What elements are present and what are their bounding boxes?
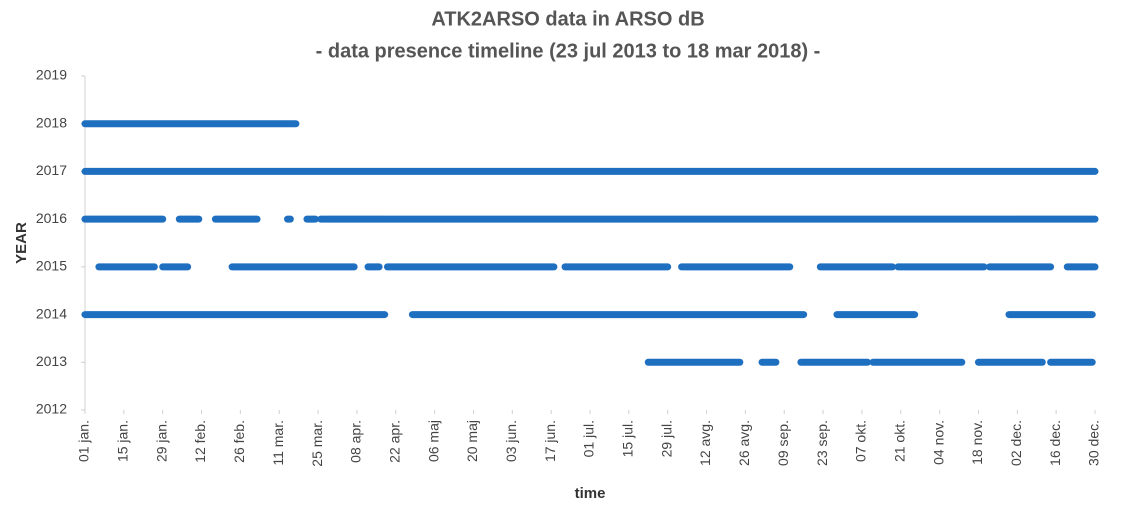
x-tick-label: 12 feb. — [192, 420, 208, 463]
y-axis-title: YEAR — [13, 222, 30, 264]
x-tick-label: 09 sep. — [775, 420, 791, 466]
x-tick-label: 29 jan. — [153, 420, 169, 462]
x-tick-label: 29 jul. — [658, 420, 674, 457]
x-tick-label: 30 dec. — [1086, 420, 1102, 466]
x-tick-label: 07 okt. — [853, 420, 869, 462]
y-tick-label: 2017 — [36, 162, 67, 178]
x-tick-label: 26 feb. — [231, 420, 247, 463]
x-tick-label: 04 nov. — [930, 420, 946, 465]
x-tick-label: 03 jun. — [503, 420, 519, 462]
x-tick-label: 15 jan. — [115, 420, 131, 462]
x-tick-label: 20 maj — [464, 420, 480, 462]
x-axis-title: time — [575, 485, 606, 502]
x-tick-label: 01 jan. — [76, 420, 92, 462]
y-tick-label: 2014 — [36, 305, 67, 321]
x-tick-label: 26 avg. — [736, 420, 752, 466]
y-tick-label: 2013 — [36, 353, 67, 369]
x-tick-label: 11 mar. — [270, 420, 286, 466]
y-tick-label: 2015 — [36, 258, 67, 274]
x-tick-label: 08 apr. — [348, 420, 364, 463]
y-tick-label: 2016 — [36, 210, 67, 226]
x-tick-label: 23 sep. — [814, 420, 830, 466]
x-tick-label: 18 nov. — [969, 420, 985, 465]
x-tick-label: 22 apr. — [386, 420, 402, 463]
y-tick-label: 2012 — [36, 401, 67, 417]
x-tick-label: 21 okt. — [891, 420, 907, 462]
x-tick-label: 06 maj — [425, 420, 441, 462]
chart-title: ATK2ARSO data in ARSO dB — [431, 8, 704, 30]
x-tick-label: 17 jun. — [542, 420, 558, 462]
x-tick-label: 16 dec. — [1047, 420, 1063, 466]
y-tick-label: 2019 — [36, 67, 67, 83]
y-tick-label: 2018 — [36, 114, 67, 130]
x-tick-label: 12 avg. — [697, 420, 713, 466]
x-tick-label: 02 dec. — [1008, 420, 1024, 466]
chart-subtitle: - data presence timeline (23 jul 2013 to… — [316, 40, 821, 62]
x-tick-label: 25 mar. — [309, 420, 325, 467]
x-tick-label: 15 jul. — [620, 420, 636, 457]
x-tick-label: 01 jul. — [581, 420, 597, 457]
